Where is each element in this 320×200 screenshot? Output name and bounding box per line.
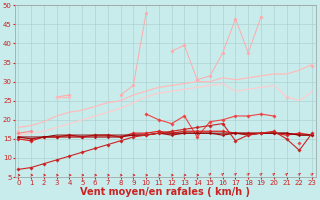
X-axis label: Vent moyen/en rafales ( km/h ): Vent moyen/en rafales ( km/h ) [80,187,250,197]
